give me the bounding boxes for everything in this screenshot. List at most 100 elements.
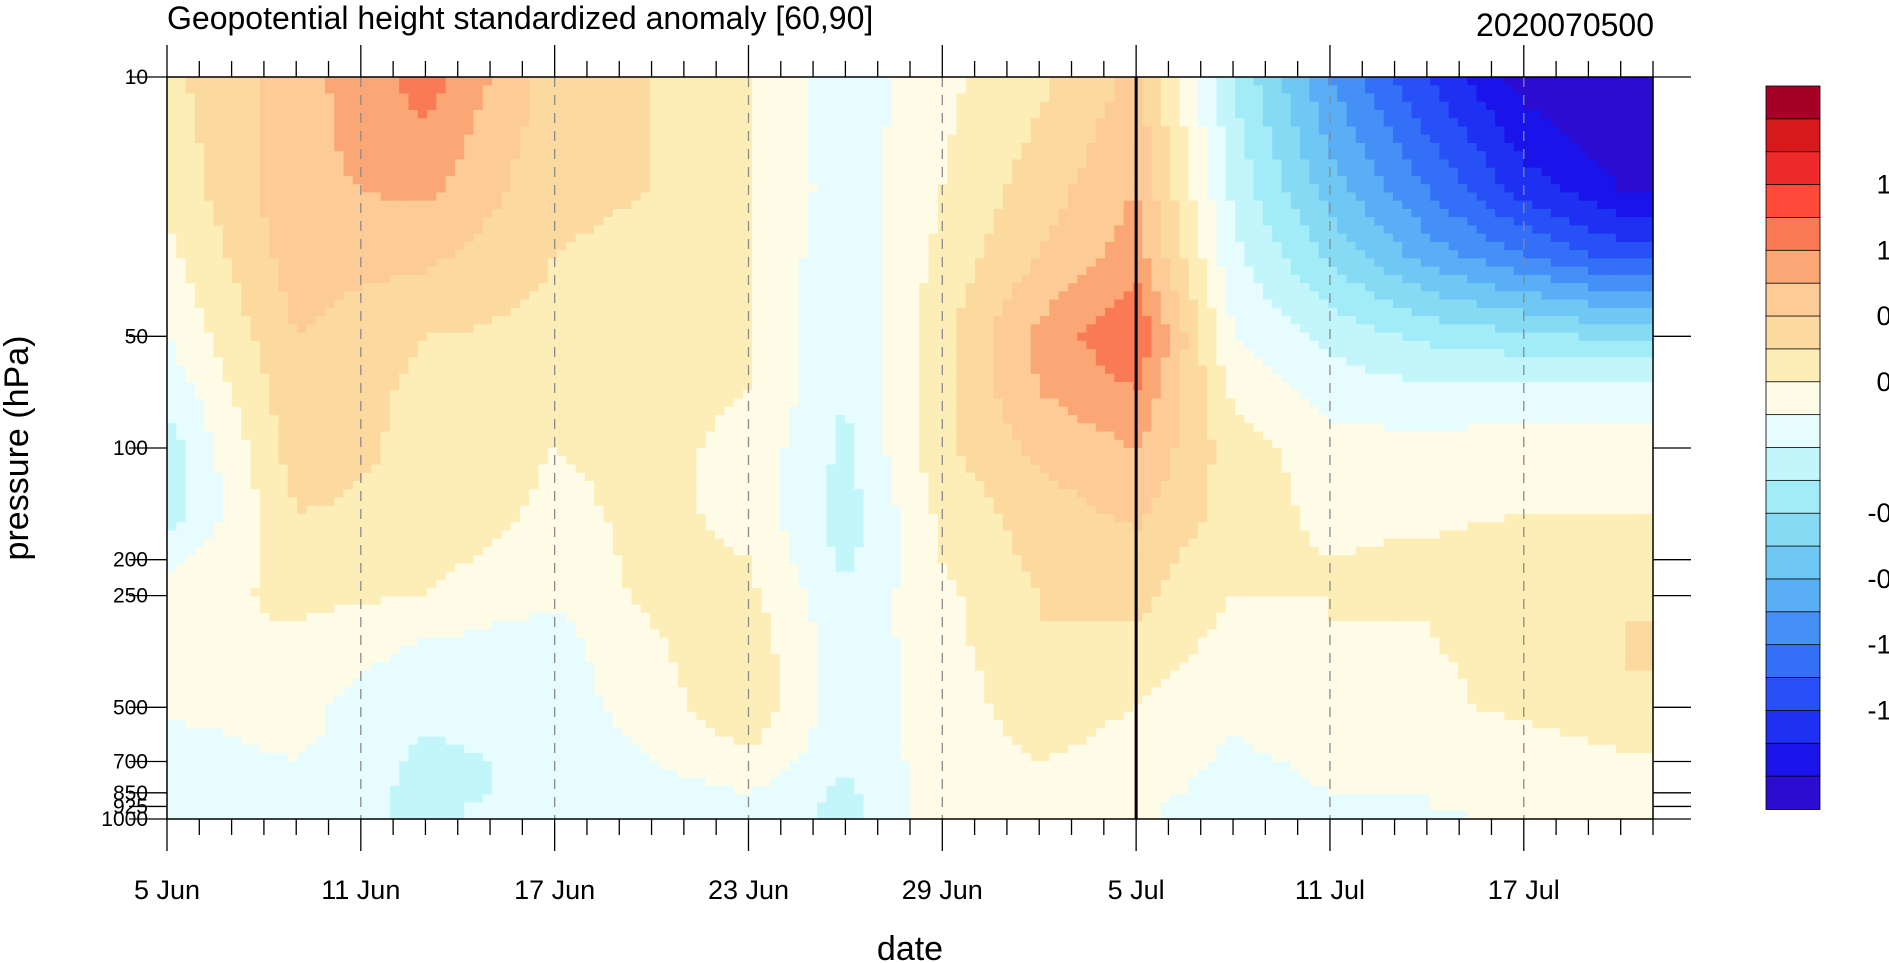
field-cell — [761, 85, 772, 95]
field-cell — [519, 126, 530, 136]
field-cell — [779, 258, 790, 268]
field-cell — [1374, 274, 1385, 284]
field-cell — [436, 332, 447, 342]
field-cell — [1420, 250, 1431, 259]
field-cell — [668, 258, 679, 268]
field-cell — [1355, 85, 1366, 95]
field-cell — [575, 316, 586, 325]
field-cell — [324, 283, 335, 292]
field-cell — [362, 126, 372, 136]
field-cell — [1402, 85, 1413, 95]
field-cell — [529, 324, 540, 334]
field-cell — [557, 77, 567, 86]
field-cell — [194, 151, 205, 161]
field-cell — [1179, 192, 1190, 202]
field-cell — [752, 316, 762, 325]
field-cell — [1522, 291, 1533, 301]
field-cell — [1067, 250, 1078, 259]
field-cell — [566, 225, 577, 235]
field-cell — [1495, 324, 1505, 334]
field-cell — [594, 266, 605, 276]
field-cell — [259, 118, 270, 128]
field-cell — [519, 258, 530, 268]
field-cell — [185, 274, 196, 284]
field-cell — [334, 299, 345, 309]
field-cell — [1457, 324, 1468, 334]
field-cell — [557, 324, 567, 334]
field-cell — [380, 101, 391, 111]
field-cell — [1086, 184, 1097, 194]
field-cell — [1578, 316, 1589, 325]
field-cell — [649, 299, 660, 309]
field-cell — [417, 250, 428, 259]
field-cell — [900, 159, 911, 169]
field-cell — [278, 299, 289, 309]
field-cell — [724, 134, 735, 144]
field-cell — [1337, 250, 1348, 259]
field-cell — [659, 274, 670, 284]
field-cell — [529, 142, 540, 152]
field-cell — [910, 299, 920, 309]
field-cell — [742, 307, 753, 317]
field-cell — [900, 208, 911, 218]
field-cell — [1411, 324, 1422, 334]
field-cell — [677, 85, 688, 95]
field-cell — [334, 134, 345, 144]
field-cell — [789, 126, 800, 136]
field-cell — [1216, 324, 1227, 334]
field-cell — [222, 142, 233, 152]
field-cell — [1123, 324, 1134, 334]
field-cell — [1522, 250, 1533, 259]
field-cell — [817, 85, 828, 95]
field-cell — [547, 126, 558, 136]
field-cell — [826, 126, 837, 136]
field-cell — [1597, 126, 1608, 136]
field-cell — [1207, 208, 1218, 218]
field-cell — [1439, 142, 1450, 152]
field-cell — [1067, 316, 1078, 325]
field-cell — [956, 307, 967, 317]
field-cell — [1188, 85, 1199, 95]
field-cell — [779, 134, 790, 144]
field-cell — [213, 134, 224, 144]
field-cell — [975, 126, 985, 136]
field-cell — [204, 307, 215, 317]
field-cell — [1625, 250, 1636, 259]
field-cell — [910, 274, 920, 284]
field-cell — [1197, 77, 1208, 86]
field-cell — [687, 167, 697, 177]
field-cell — [854, 93, 865, 103]
field-cell — [1262, 192, 1273, 202]
field-cell — [659, 316, 670, 325]
field-cell — [891, 299, 902, 309]
field-cell — [269, 101, 280, 111]
field-cell — [1058, 134, 1069, 144]
field-cell — [1253, 142, 1264, 152]
field-cell — [1522, 299, 1533, 309]
field-cell — [241, 217, 252, 226]
field-cell — [705, 274, 716, 284]
field-cell — [770, 85, 781, 95]
field-cell — [176, 134, 187, 144]
field-cell — [668, 151, 679, 161]
field-cell — [1541, 291, 1552, 301]
field-cell — [1095, 167, 1106, 177]
field-cell — [473, 109, 484, 119]
field-cell — [1002, 101, 1013, 111]
field-cell — [1179, 200, 1190, 210]
field-cell — [1374, 299, 1385, 309]
field-cell — [1095, 291, 1106, 301]
field-cell — [454, 291, 465, 301]
field-cell — [482, 233, 493, 243]
field-cell — [1374, 233, 1385, 243]
field-cell — [1170, 241, 1180, 251]
field-cell — [1151, 109, 1162, 119]
field-cell — [510, 134, 521, 144]
field-cell — [1411, 258, 1422, 268]
field-cell — [408, 77, 419, 86]
field-cell — [1467, 126, 1478, 136]
field-cell — [612, 142, 623, 152]
field-cell — [1532, 93, 1543, 103]
field-cell — [1513, 184, 1524, 194]
field-cell — [742, 258, 753, 268]
